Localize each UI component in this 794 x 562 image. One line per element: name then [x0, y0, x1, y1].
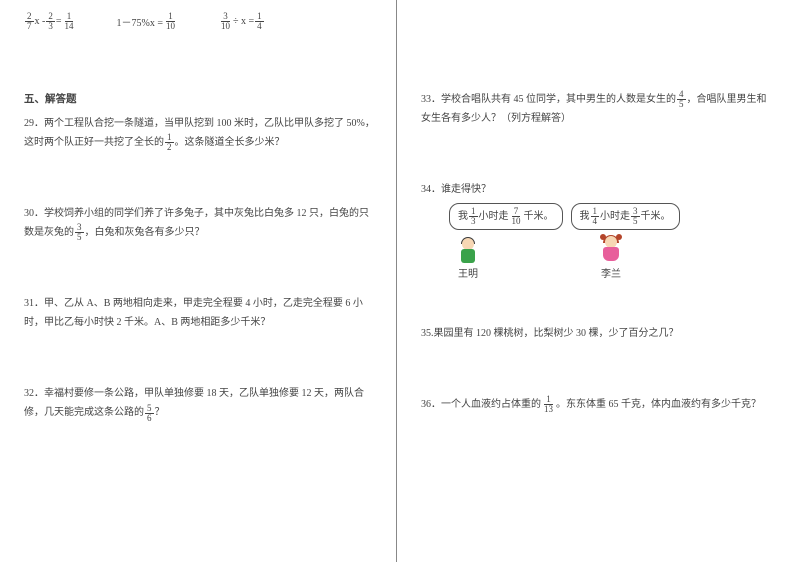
question-35: 35.果园里有 120 棵桃树，比梨树少 30 棵，少了百分之几？ — [421, 324, 774, 343]
girl-icon — [599, 236, 623, 266]
q29-num: 29． — [24, 118, 44, 129]
question-32: 32．幸福村要修一条公路，甲队单独修要 18 天，乙队单独修要 12 天，两队合… — [24, 384, 376, 422]
speech-bubble-girl: 我 14 小时走 35 千米。 — [571, 203, 680, 230]
frac-1b: 23 — [46, 12, 55, 31]
q33-a: 学校合唱队共有 45 位同学，其中男生的人数是女生的 — [441, 94, 676, 105]
eq1-mid: x - — [35, 16, 46, 27]
q33-text: 33．学校合唱队共有 45 位同学，其中男生的人数是女生的45，合唱队里男生和女… — [421, 94, 767, 124]
q35-num: 35. — [421, 328, 434, 339]
frac-3b: 14 — [255, 12, 264, 31]
q33-frac: 45 — [677, 90, 686, 109]
q34-header: 34．谁走得快？ — [421, 180, 774, 199]
q30-b: ，白兔和灰兔各有多少只？ — [85, 227, 205, 238]
section-5-title: 五、解答题 — [24, 91, 376, 106]
q30-text: 30．学校饲养小组的同学们养了许多兔子，其中灰兔比白兔多 12 只，白兔的只数是… — [24, 208, 369, 238]
question-33: 33．学校合唱队共有 45 位同学，其中男生的人数是女生的45，合唱队里男生和女… — [421, 90, 774, 128]
q35-body: 果园里有 120 棵桃树，比梨树少 30 棵，少了百分之几？ — [434, 328, 679, 339]
q36-a: 一个人血液约占体重的 — [441, 399, 541, 410]
eq1-eq: = — [56, 16, 62, 27]
character-boy: 王明 — [457, 238, 479, 284]
equation-row: 27 x - 23 = 114 1－75%x = 110 310 ÷ x = 1… — [24, 12, 376, 31]
q32-num: 32． — [24, 388, 44, 399]
q32-text: 32．幸福村要修一条公路，甲队单独修要 18 天，乙队单独修要 12 天，两队合… — [24, 388, 364, 418]
boy-icon — [457, 238, 479, 266]
frac-1c: 114 — [62, 12, 75, 31]
q35-text: 35.果园里有 120 棵桃树，比梨树少 30 棵，少了百分之几？ — [421, 328, 679, 339]
q30-frac: 35 — [75, 223, 84, 242]
b1-mid: 小时走 — [479, 208, 509, 226]
q34-num: 34． — [421, 184, 441, 195]
character-girl: 李兰 — [599, 236, 623, 284]
equation-3: 310 ÷ x = 14 — [218, 12, 265, 31]
page-root: 27 x - 23 = 114 1－75%x = 110 310 ÷ x = 1… — [0, 0, 794, 562]
speech-bubble-row: 我 13 小时走 710 千米。 我 14 小时走 35 千米。 — [449, 203, 774, 230]
frac-2: 110 — [164, 12, 177, 31]
question-29: 29．两个工程队合挖一条隧道，当甲队挖到 100 米时，乙队比甲队多挖了 50%… — [24, 114, 376, 152]
b1-f1: 13 — [469, 207, 478, 226]
right-column: 33．学校合唱队共有 45 位同学，其中男生的人数是女生的45，合唱队里男生和女… — [397, 0, 794, 562]
q36-text: 36．一个人血液约占体重的113。东东体重 65 千克，体内血液约有多少千克？ — [421, 399, 761, 410]
b2-f1: 14 — [591, 207, 600, 226]
b2-a: 我 — [580, 208, 590, 226]
eq2-lhs: 1－75%x = — [116, 14, 162, 29]
equation-1: 27 x - 23 = 114 — [24, 12, 76, 31]
q30-num: 30． — [24, 208, 44, 219]
q29-b: 。这条隧道全长多少米？ — [175, 137, 285, 148]
left-column: 27 x - 23 = 114 1－75%x = 110 310 ÷ x = 1… — [0, 0, 397, 562]
boy-name: 王明 — [458, 266, 478, 284]
b1-end: 千米。 — [524, 208, 554, 226]
q29-frac: 12 — [165, 133, 174, 152]
question-36: 36．一个人血液约占体重的113。东东体重 65 千克，体内血液约有多少千克？ — [421, 395, 774, 414]
q29-text: 29．两个工程队合挖一条隧道，当甲队挖到 100 米时，乙队比甲队多挖了 50%… — [24, 118, 375, 148]
b1-f2: 710 — [510, 207, 523, 226]
b2-mid: 小时走 — [600, 208, 630, 226]
frac-3a: 310 — [219, 12, 232, 31]
frac-1a: 27 — [25, 12, 34, 31]
q36-frac: 113 — [542, 395, 555, 414]
question-30: 30．学校饲养小组的同学们养了许多兔子，其中灰兔比白兔多 12 只，白兔的只数是… — [24, 204, 376, 242]
q31-body: 甲、乙从 A、B 两地相向走来，甲走完全程要 4 小时，乙走完全程要 6 小时，… — [24, 298, 363, 328]
q31-text: 31．甲、乙从 A、B 两地相向走来，甲走完全程要 4 小时，乙走完全程要 6 … — [24, 298, 363, 328]
q33-num: 33． — [421, 94, 441, 105]
b1-a: 我 — [458, 208, 468, 226]
q36-b: 。东东体重 65 千克，体内血液约有多少千克？ — [556, 399, 761, 410]
q31-num: 31． — [24, 298, 44, 309]
eq3-mid: ÷ x = — [233, 16, 254, 27]
question-34: 34．谁走得快？ 我 13 小时走 710 千米。 我 14 小时走 35 千米… — [421, 180, 774, 284]
speech-bubble-boy: 我 13 小时走 710 千米。 — [449, 203, 563, 230]
q32-b: ？ — [155, 407, 165, 418]
q34-q: 谁走得快？ — [441, 184, 491, 195]
q32-frac: 56 — [145, 404, 154, 423]
b2-f2: 35 — [631, 207, 640, 226]
b2-end: 千米。 — [641, 208, 671, 226]
q32-a: 幸福村要修一条公路，甲队单独修要 18 天，乙队单独修要 12 天，两队合修，几… — [24, 388, 364, 418]
question-31: 31．甲、乙从 A、B 两地相向走来，甲走完全程要 4 小时，乙走完全程要 6 … — [24, 294, 376, 332]
girl-name: 李兰 — [601, 266, 621, 284]
equation-2: 1－75%x = 110 — [116, 12, 177, 31]
character-row: 王明 李兰 — [457, 236, 774, 284]
q36-num: 36． — [421, 399, 441, 410]
